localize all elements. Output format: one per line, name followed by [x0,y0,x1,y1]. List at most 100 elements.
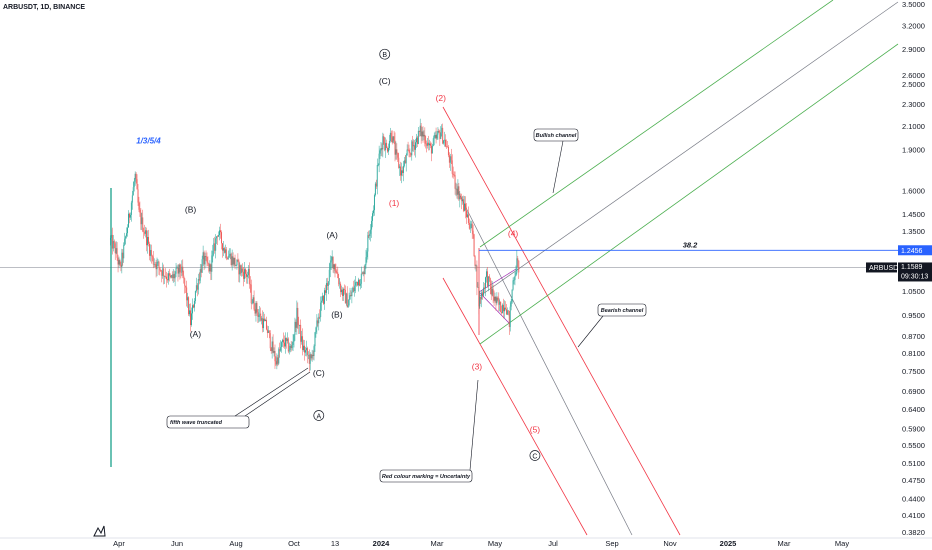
callout-bearish[interactable]: Bearish channel [577,303,647,348]
candle-body [141,217,143,225]
callout-bearish-text: Bearish channel [601,308,644,314]
bearish-channel-upper[interactable] [442,106,681,536]
candle-body [254,309,256,314]
price-tick-label: 2.1000 [902,122,925,131]
candle-body [487,276,489,286]
candle-body [489,278,491,287]
candle-body [339,283,341,285]
price-tick-label: 0.4750 [902,476,925,485]
tradingview-logo-icon[interactable] [93,525,106,537]
wave-label: (1) [389,198,400,208]
candle-body [469,228,471,229]
candle-body [185,285,187,288]
price-tick-label: 0.5900 [902,424,925,433]
candle-body [484,287,485,289]
candle-body [203,252,205,265]
price-tick-label: 0.4100 [902,511,925,520]
candle-body [347,305,349,308]
callout-bullish-text: Bullish channel [536,133,577,139]
candle-body [507,310,509,312]
candle-body [468,222,470,229]
bullish-channel-lower[interactable] [479,43,899,345]
wave-circle-icon [379,48,391,60]
candle-body [255,302,257,314]
callout-fifth-wave[interactable]: fifth wave truncated [166,367,311,429]
candle-body [292,341,294,345]
candle-body [258,315,260,317]
candle-body [501,311,503,314]
candle-body [192,305,194,308]
candle-body [491,288,493,295]
candle-body [289,345,291,350]
candle-body [438,130,440,133]
candle-body [500,301,502,312]
time-tick-label: Aug [229,539,242,548]
candle-body [129,214,131,218]
candle-body [370,229,372,234]
candle-body [471,223,473,231]
candle-body [406,149,408,156]
plot-area[interactable] [0,0,898,538]
callout-uncertainty[interactable]: Red colour marking = Uncertainty [379,379,479,483]
candle-body [374,183,376,196]
candle-body [171,275,173,279]
candle-body [383,136,385,144]
wave-label: (B) [331,309,343,319]
candle-body [219,230,221,236]
candle-body [485,277,486,289]
bullish-channel-upper[interactable] [479,0,834,248]
candle-body [497,297,499,300]
wave-label: (C) [313,368,325,378]
callout-box [533,128,579,142]
candle-body [160,270,162,272]
candle-body [265,319,266,322]
candle-body [445,139,447,147]
candle-body [336,272,338,274]
last-price-tag-bg [898,262,932,282]
callout-pointer [234,367,309,417]
candle-body [316,320,318,328]
candle-body [245,269,246,274]
candle-body [239,265,241,275]
candle-body [276,357,278,365]
symbol-tag: ARBUSDT [866,262,903,273]
candle-body [407,149,409,151]
price-tick-label: 0.7500 [902,367,925,376]
candle-body [251,303,253,304]
candle-body [332,256,334,269]
candle-body [436,134,438,139]
callout-bullish[interactable]: Bullish channel [533,128,579,194]
bullish-channel-mid[interactable] [479,1,899,297]
candle-body [503,304,505,312]
candle-body [273,351,275,353]
candle-body [355,282,357,286]
time-tick-label: Apr [113,539,125,548]
time-tick-label: Jun [171,539,183,548]
candle-body [110,234,112,238]
candle-body [136,179,138,190]
candle-body [201,259,203,273]
candle-body [390,132,392,138]
candle-body [444,139,446,141]
candle-body [414,145,416,150]
candle-body [508,311,510,328]
candle-body [134,173,136,182]
symbol-tag-bg [866,262,897,273]
candle-body [474,256,476,266]
candle-body [344,289,346,304]
wave-circle-icon [529,450,541,461]
candle-body [472,230,474,235]
candle-body [186,287,188,301]
candle-body [210,264,212,272]
candle-body [313,346,315,357]
candle-body [364,264,366,275]
candle-body [312,354,314,357]
candle-body [513,279,515,281]
time-tick-label: Mar [431,539,444,548]
candle-body [509,306,511,328]
bearish-channel-lower[interactable] [442,277,588,536]
bearish-channel-mid[interactable] [457,191,633,536]
candle-body [379,150,381,154]
